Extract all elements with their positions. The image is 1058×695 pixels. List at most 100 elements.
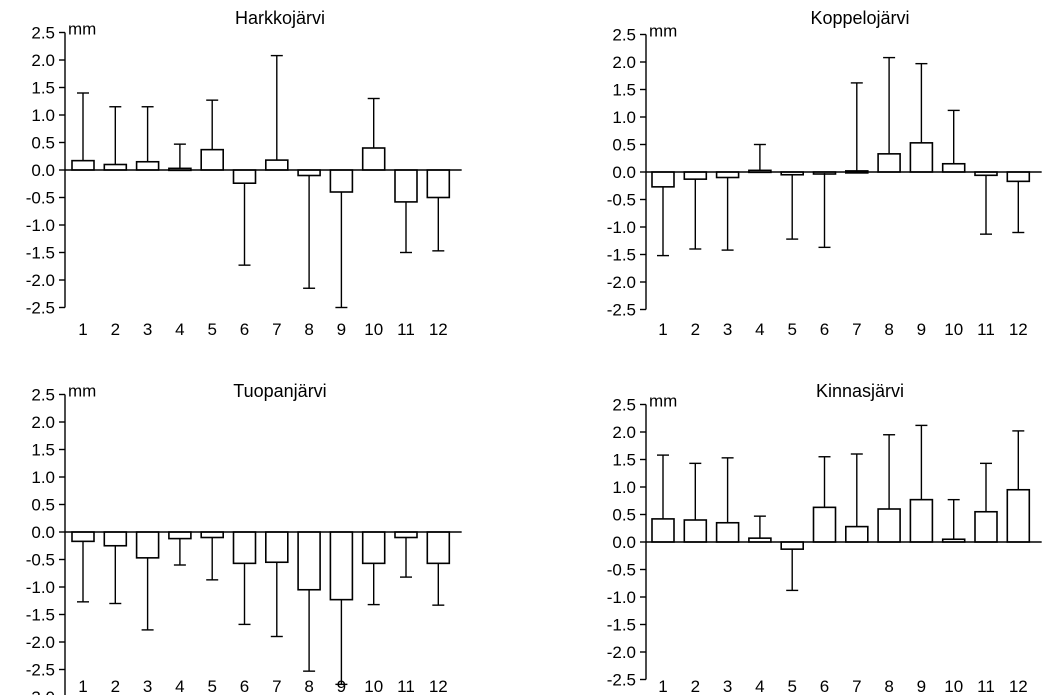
x-tick-label: 5 (207, 320, 216, 339)
bar-month-2 (683, 171, 708, 180)
y-tick-label: -2.0 (26, 633, 55, 652)
chart-harkkojarvi: 2.5 2.0 1.5 1.0 0.5 0.0 -0.5 -1.0 -1.5 -2.0 -2.5 mm… (26, 8, 462, 339)
y-tick-label: 2.0 (612, 53, 636, 72)
bar-month-1 (651, 171, 675, 188)
x-tick-label: 3 (723, 677, 732, 695)
y-tick-label: -1.0 (607, 588, 636, 607)
chart-title: Harkkojärvi (235, 8, 325, 28)
y-tick-label: 2.5 (612, 396, 636, 415)
bar-month-12 (426, 169, 451, 199)
bar-month-6 (232, 531, 257, 565)
y-tick-label: 1.0 (31, 106, 55, 125)
y-tick-label: -2.0 (607, 643, 636, 662)
bar-month-11 (974, 510, 998, 543)
y-tick-label: -2.5 (607, 671, 636, 690)
x-tick-label: 4 (175, 677, 184, 695)
bar-month-2 (683, 519, 708, 543)
bar-month-10 (361, 531, 386, 565)
bar-month-6 (812, 506, 837, 543)
bar-month-10 (361, 147, 386, 171)
bar-month-3 (715, 521, 740, 543)
x-tick-label: 7 (272, 320, 281, 339)
y-tick-label: 0.5 (31, 134, 55, 153)
x-tick-label: 12 (429, 320, 448, 339)
bar-month-4 (168, 531, 192, 540)
x-tick-label: 12 (1009, 320, 1028, 339)
bar-month-2 (103, 163, 128, 171)
y-unit-label: mm (68, 382, 96, 401)
bar-month-3 (135, 160, 160, 171)
x-tick-label: 10 (364, 677, 383, 695)
y-tick-label: -1.5 (607, 616, 636, 635)
bar-month-12 (426, 531, 451, 565)
y-tick-label: -1.0 (607, 218, 636, 237)
y-tick-label: -2.5 (26, 299, 55, 318)
bar-month-7 (264, 531, 289, 564)
x-tick-label: 1 (658, 320, 667, 339)
bar-month-9 (909, 498, 934, 543)
y-tick-label: -0.5 (607, 191, 636, 210)
x-tick-label: 7 (272, 677, 281, 695)
x-tick-label: 5 (787, 320, 796, 339)
y-tick-label: 1.0 (31, 468, 55, 487)
bar-month-8 (877, 508, 901, 543)
x-tick-label: 10 (944, 320, 963, 339)
y-tick-label: 1.5 (31, 441, 55, 460)
x-tick-label: 9 (917, 320, 926, 339)
y-tick-label: 1.5 (612, 451, 636, 470)
y-unit-label: mm (649, 22, 677, 41)
y-tick-label: 0.0 (31, 523, 55, 542)
bar-month-5 (780, 541, 805, 550)
x-tick-label: 12 (429, 677, 448, 695)
y-tick-label: -2.5 (607, 301, 636, 320)
x-tick-label: 2 (111, 677, 120, 695)
x-tick-label: 5 (787, 677, 796, 695)
y-tick-label: 2.0 (612, 423, 636, 442)
x-tick-label: 6 (820, 677, 829, 695)
x-tick-label: 5 (207, 677, 216, 695)
y-tick-label: 0.0 (612, 533, 636, 552)
y-unit-label: mm (68, 20, 96, 39)
bar-month-3 (135, 531, 160, 559)
bar-month-12 (1006, 171, 1031, 183)
bar-month-8 (297, 531, 321, 591)
bar-month-8 (297, 169, 321, 177)
bar-month-1 (71, 531, 95, 543)
chart-title: Koppelojärvi (810, 8, 909, 28)
bar-month-7 (844, 525, 869, 543)
y-tick-label: -0.5 (26, 551, 55, 570)
bar-month-11 (394, 169, 418, 203)
x-tick-label: 12 (1009, 677, 1028, 695)
x-tick-label: 1 (78, 320, 87, 339)
y-tick-label: 0.5 (31, 496, 55, 515)
y-tick-label: -2.0 (26, 271, 55, 290)
y-tick-label: -3.0 (26, 688, 55, 695)
y-tick-label: 0.0 (31, 161, 55, 180)
x-tick-label: 11 (397, 320, 415, 339)
x-tick-label: 9 (337, 677, 346, 695)
y-tick-label: 2.5 (612, 26, 636, 45)
chart-kinnasjarvi: 2.5 2.0 1.5 1.0 0.5 0.0 -0.5 -1.0 -1.5 -2.0 -2.5 mm… (607, 381, 1042, 695)
x-tick-label: 7 (852, 677, 861, 695)
x-tick-label: 4 (755, 677, 764, 695)
chart-tuopanjarvi: 2.5 2.0 1.5 1.0 0.5 0.0 -0.5 -1.0 -1.5 -2.0 -2.5 -3… (26, 381, 462, 695)
y-tick-label: 2.0 (31, 413, 55, 432)
y-tick-label: -2.5 (26, 661, 55, 680)
x-tick-label: 2 (691, 320, 700, 339)
y-tick-label: 2.5 (31, 24, 55, 43)
bar-month-10 (941, 162, 966, 173)
y-unit-label: mm (649, 392, 677, 411)
x-tick-label: 2 (691, 677, 700, 695)
x-tick-label: 10 (944, 677, 963, 695)
y-tick-label: 0.5 (612, 136, 636, 155)
y-tick-label: -1.0 (26, 578, 55, 597)
chart-koppelojarvi: 2.5 2.0 1.5 1.0 0.5 0.0 -0.5 -1.0 -1.5 -2.0 -2.5 mm… (607, 8, 1042, 339)
x-tick-label: 6 (240, 320, 249, 339)
chart-title: Kinnasjärvi (816, 381, 904, 401)
x-tick-label: 6 (240, 677, 249, 695)
x-tick-label: 3 (143, 320, 152, 339)
y-tick-label: -0.5 (26, 189, 55, 208)
bar-month-2 (103, 531, 128, 547)
y-tick-label: -1.5 (607, 246, 636, 265)
bar-month-1 (71, 159, 95, 171)
